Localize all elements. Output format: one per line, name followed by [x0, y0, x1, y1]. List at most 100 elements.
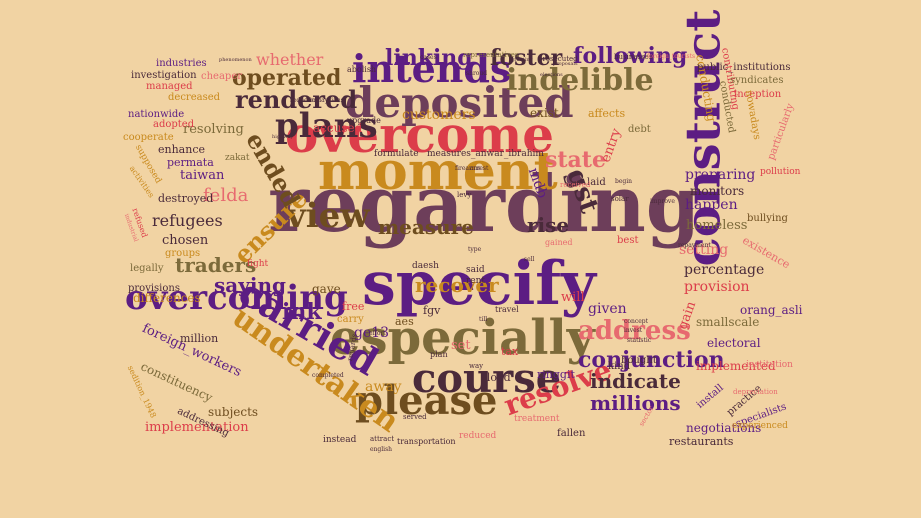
- word-exist: exist: [530, 105, 559, 120]
- word-fight: fight: [247, 259, 269, 270]
- word-state: state: [545, 147, 606, 174]
- word-travel: travel: [495, 305, 519, 315]
- word-indelible: indelible: [506, 62, 654, 98]
- word-differences: differences: [133, 290, 201, 305]
- word-traders: traders: [175, 253, 257, 277]
- word-daesh: daesh: [412, 261, 439, 272]
- word-managed: managed: [146, 80, 193, 92]
- word-best: best: [617, 234, 639, 246]
- word-flood: flood: [483, 370, 511, 384]
- word-public-institutions: public_institutions: [697, 61, 791, 73]
- word-permata: permata: [167, 155, 214, 169]
- word-away: away: [365, 379, 402, 396]
- word-syndicates: syndicates: [730, 74, 784, 86]
- word-decreased: decreased: [168, 91, 221, 103]
- word-highway: highway: [272, 133, 294, 140]
- word-proposals: proposals: [553, 60, 578, 67]
- word-monitors: monitors: [690, 183, 745, 198]
- word-smallscale: smallscale: [696, 314, 760, 329]
- word-please: please: [355, 377, 498, 424]
- word-will: will: [561, 289, 585, 305]
- word-resolving: resolving: [183, 121, 244, 137]
- word-enhance: enhance: [158, 142, 205, 156]
- word-happen: happen: [685, 197, 738, 214]
- word-prosecuted: prosecuted: [538, 55, 578, 64]
- word-groups: groups: [165, 247, 201, 259]
- word-english: english: [370, 445, 393, 453]
- word-zakat: zakat: [225, 153, 250, 164]
- word-legally: legally: [130, 262, 164, 274]
- word-implemented: implemented: [696, 358, 776, 373]
- word-experienced: experienced: [732, 421, 788, 432]
- word-particularly: particularly: [765, 101, 797, 162]
- word-deposited: deposited: [345, 78, 574, 128]
- word-gave: gave: [312, 281, 341, 296]
- word-bullying: bullying: [747, 212, 788, 224]
- word-completed: completed: [312, 371, 344, 379]
- word-aes: aes: [395, 314, 414, 328]
- word-measures-anwar-ibrahim: measures_anwar_ibrahim: [427, 149, 544, 160]
- word-course: course: [412, 355, 562, 402]
- word-setting: setting: [679, 242, 729, 259]
- word-way: way: [469, 362, 484, 371]
- word-type: type: [468, 245, 482, 253]
- word-levy: levy: [457, 191, 472, 200]
- word-firearms: firearms: [455, 164, 481, 172]
- word-cheaper: cheaper: [201, 70, 243, 82]
- word-gained: gained: [545, 238, 573, 248]
- word-granting: granting: [511, 56, 533, 63]
- word-free: free: [342, 299, 365, 313]
- word-subjects: subjects: [208, 404, 259, 419]
- word-whether: whether: [256, 50, 324, 70]
- word-representatives: representatives: [463, 51, 519, 60]
- word-concept: concept: [624, 317, 648, 325]
- word-rendered: rendered: [235, 84, 358, 114]
- word-plans: plans: [275, 106, 378, 147]
- word-following: following: [573, 43, 688, 70]
- word-moment: moment: [318, 140, 558, 202]
- word-improve: improve: [650, 197, 675, 205]
- word-restaurants: restaurants: [669, 434, 734, 448]
- word-abolish: abolish: [347, 65, 377, 75]
- word-effort: effort: [369, 329, 386, 337]
- word-provisions: provisions: [128, 282, 180, 294]
- word-chosen: chosen: [162, 232, 209, 248]
- word-especially: especially: [330, 310, 595, 367]
- word-phenomenon: phenomenon: [219, 56, 252, 63]
- word-laid: laid: [587, 176, 606, 188]
- word-industries: industries: [156, 57, 207, 69]
- word-elections: elections: [540, 71, 563, 78]
- word-carry: carry: [337, 313, 364, 325]
- word-saying: saying: [214, 273, 286, 297]
- word-view: view: [286, 196, 370, 237]
- word-upgrade: upgrade: [347, 116, 381, 126]
- word-homeless: homeless: [686, 217, 748, 233]
- word-begin: begin: [615, 177, 633, 185]
- word-formulate: formulate: [374, 149, 419, 160]
- word-solar: solar: [611, 195, 629, 204]
- word-gain: gain: [675, 299, 700, 332]
- word-statistic: statistic: [627, 336, 652, 344]
- word-percentage: percentage: [684, 262, 765, 279]
- word-transportation: transportation: [397, 437, 456, 447]
- word-destroyed: destroyed: [158, 191, 214, 205]
- word-recover: recover: [415, 273, 499, 297]
- word-rise: rise: [527, 213, 570, 237]
- word-address: address: [578, 315, 691, 346]
- word-implementation: implementation: [145, 419, 249, 435]
- word-indicate: indicate: [590, 369, 681, 393]
- word-arrest: arrest: [470, 164, 489, 172]
- word-nationwide: nationwide: [128, 108, 185, 120]
- word-sell: sell: [524, 255, 535, 263]
- word-ink: ink: [282, 299, 322, 326]
- word-adopted: adopted: [153, 118, 195, 130]
- word-affects: affects: [588, 106, 626, 120]
- word-orang-asli: orang_asli: [740, 302, 803, 317]
- word-said: said: [466, 265, 485, 276]
- word-electoral: electoral: [707, 335, 761, 350]
- word-install: install: [694, 381, 726, 411]
- word-foster: foster: [490, 45, 563, 72]
- word-rent: rent: [466, 276, 486, 287]
- word-cases: cases: [420, 53, 437, 61]
- word-repayment: repayment: [678, 241, 711, 249]
